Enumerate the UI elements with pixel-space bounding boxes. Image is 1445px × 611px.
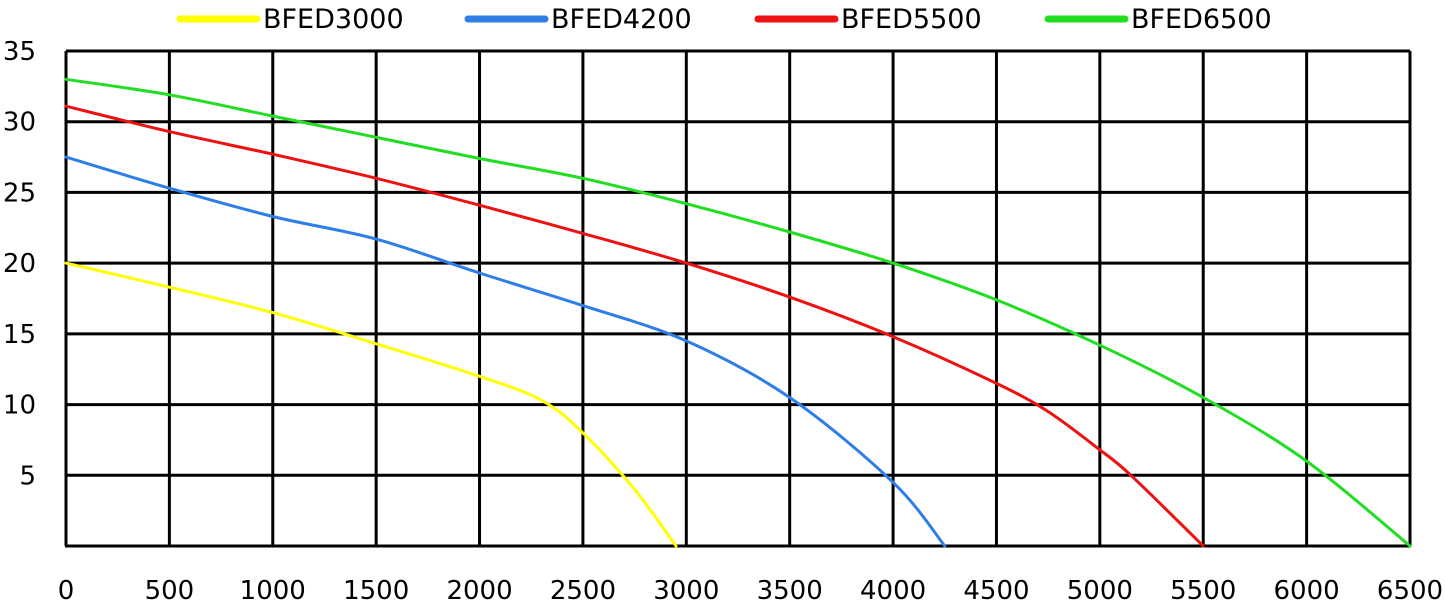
x-tick-label-5000: 5000 [1067, 576, 1133, 606]
legend-label: BFED6500 [1131, 4, 1272, 35]
y-tick-label-15: 15 [3, 320, 36, 350]
series-lines [64, 77, 1412, 548]
x-tick-label-6500: 6500 [1377, 576, 1443, 606]
legend-item-bfed4200: BFED4200 [464, 4, 692, 35]
y-tick-label-20: 20 [3, 249, 36, 279]
legend-label: BFED5500 [841, 4, 982, 35]
legend-item-bfed6500: BFED6500 [1044, 4, 1272, 35]
y-tick-label-30: 30 [3, 108, 36, 138]
x-tick-label-4500: 4500 [963, 576, 1029, 606]
legend: BFED3000 BFED4200 BFED5500 BFED6500 [176, 4, 1272, 35]
x-tick-label-0: 0 [58, 576, 75, 606]
x-tick-label-4000: 4000 [860, 576, 926, 606]
y-tick-label-5: 5 [19, 461, 36, 491]
y-axis-ticks: 5 10 15 20 25 30 35 [3, 37, 36, 491]
legend-label: BFED3000 [263, 4, 404, 35]
grid [64, 49, 1412, 548]
x-tick-label-1500: 1500 [343, 576, 409, 606]
y-tick-label-25: 25 [3, 178, 36, 208]
legend-item-bfed5500: BFED5500 [754, 4, 982, 35]
x-tick-label-3000: 3000 [653, 576, 719, 606]
legend-item-bfed3000: BFED3000 [176, 4, 404, 35]
x-tick-label-2500: 2500 [550, 576, 616, 606]
x-tick-label-2000: 2000 [446, 576, 512, 606]
series-line-bfed5500 [64, 104, 1205, 548]
x-tick-label-3500: 3500 [757, 576, 823, 606]
legend-label: BFED4200 [551, 4, 692, 35]
x-tick-label-1000: 1000 [240, 576, 306, 606]
x-tick-label-6000: 6000 [1274, 576, 1340, 606]
y-tick-label-10: 10 [3, 391, 36, 421]
y-tick-label-35: 35 [3, 37, 36, 67]
x-tick-label-500: 500 [145, 576, 195, 606]
series-line-bfed3000 [64, 261, 678, 548]
series-line-bfed6500 [64, 77, 1412, 548]
series-line-bfed4200 [64, 155, 947, 548]
x-tick-label-5500: 5500 [1170, 576, 1236, 606]
x-axis-ticks: 0 500 1000 1500 2000 2500 3000 3500 4000 4500 5000… [58, 576, 1443, 606]
